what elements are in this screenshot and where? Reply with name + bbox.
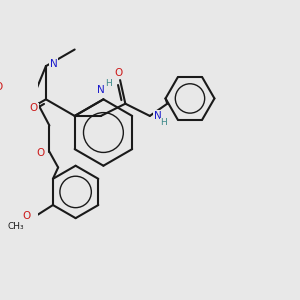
Text: N: N <box>97 85 105 95</box>
Text: N: N <box>50 58 58 68</box>
Text: H: H <box>105 79 112 88</box>
Text: O: O <box>0 82 3 92</box>
Text: O: O <box>30 103 38 113</box>
Text: O: O <box>22 212 31 221</box>
Text: N: N <box>154 111 161 121</box>
Text: CH₃: CH₃ <box>8 221 25 230</box>
Text: O: O <box>37 148 45 158</box>
Text: H: H <box>160 118 167 127</box>
Text: O: O <box>114 68 122 78</box>
